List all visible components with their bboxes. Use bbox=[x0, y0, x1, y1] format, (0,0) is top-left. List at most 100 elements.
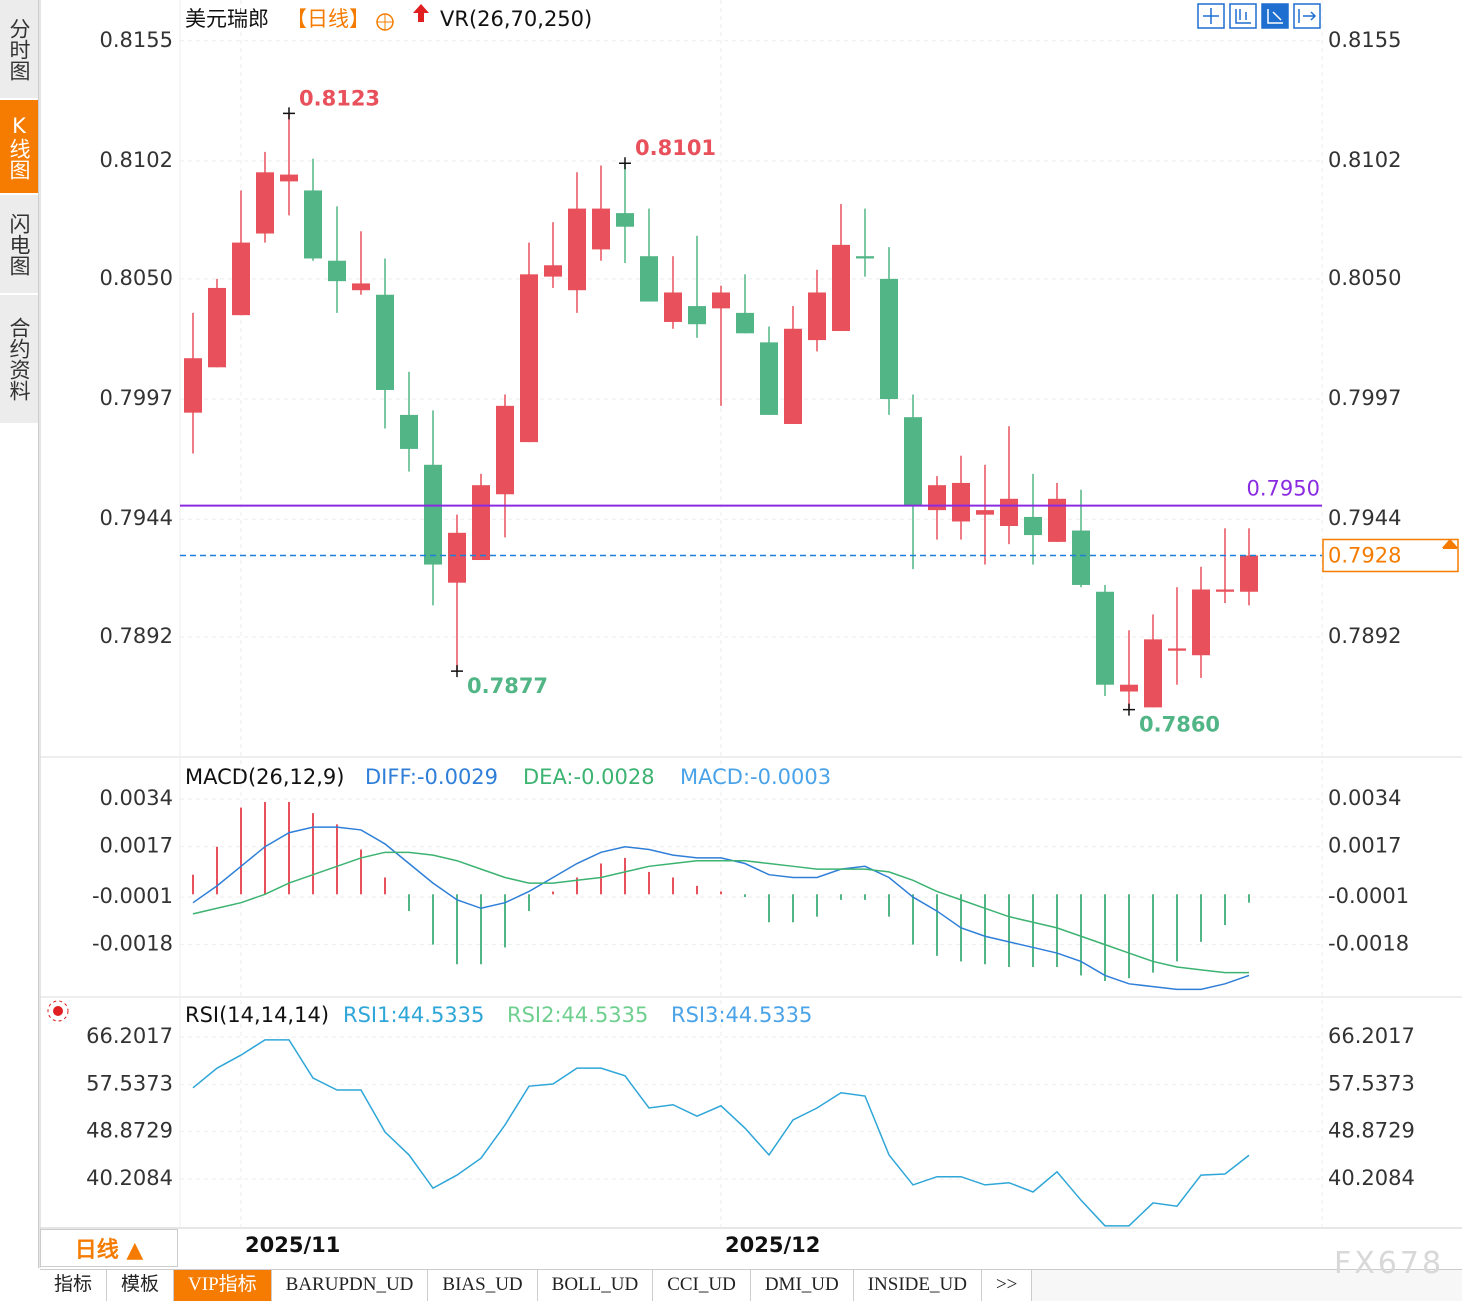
legend-label: RSI3:44.5335 bbox=[671, 1003, 812, 1027]
candle-body bbox=[184, 358, 202, 413]
candle-body bbox=[232, 242, 250, 316]
x-tick-label: 2025/12 bbox=[725, 1233, 820, 1257]
toolbar-glyph bbox=[1235, 9, 1251, 24]
toolbar-button[interactable] bbox=[1293, 3, 1321, 29]
bottom-tab[interactable]: >> bbox=[981, 1270, 1033, 1301]
y-tick-label-right: 0.8050 bbox=[1328, 266, 1401, 290]
y-tick-label-right: 0.8102 bbox=[1328, 148, 1401, 172]
candle-body bbox=[472, 485, 490, 561]
candle-body bbox=[400, 414, 418, 449]
x-tick-label: 2025/11 bbox=[245, 1233, 340, 1257]
chart-title: 美元瑞郎 bbox=[185, 7, 269, 31]
toolbar-button[interactable] bbox=[1197, 3, 1225, 29]
candle-body bbox=[592, 208, 610, 250]
rsi-line bbox=[192, 1039, 1250, 1227]
bottom-tab[interactable]: VIP指标 bbox=[174, 1270, 272, 1301]
indicator-arrow-icon[interactable] bbox=[413, 4, 429, 22]
candle-body bbox=[280, 174, 298, 182]
macd-line bbox=[192, 851, 1249, 974]
candle-body bbox=[1240, 555, 1258, 592]
y-tick-label-right: -0.0001 bbox=[1328, 884, 1409, 908]
bottom-tab[interactable]: BARUPDN_UD bbox=[271, 1270, 429, 1301]
y-tick-label-right: -0.0018 bbox=[1328, 932, 1409, 956]
extreme-label: 0.8123 bbox=[299, 86, 380, 110]
y-tick-label: 0.8155 bbox=[100, 28, 173, 52]
candle-body bbox=[640, 256, 658, 302]
y-tick-label: -0.0018 bbox=[92, 932, 173, 956]
y-tick-label-right: 0.7997 bbox=[1328, 386, 1401, 410]
bottom-tab[interactable]: BIAS_UD bbox=[428, 1270, 538, 1301]
bottom-tab[interactable]: DMI_UD bbox=[750, 1270, 854, 1301]
macd-line bbox=[192, 826, 1250, 991]
indicator-label: VR(26,70,250) bbox=[440, 7, 592, 31]
sidebar-tab[interactable]: K线图 bbox=[0, 100, 38, 195]
candle-body bbox=[856, 256, 874, 259]
rsi-icon[interactable] bbox=[47, 1000, 69, 1022]
y-tick-label: 0.7997 bbox=[100, 386, 173, 410]
candle-body bbox=[928, 485, 946, 511]
horizontal-line-label: 0.7950 bbox=[1247, 477, 1320, 501]
period-label: 【日线】 bbox=[286, 7, 370, 31]
y-tick-label: -0.0001 bbox=[92, 884, 173, 908]
candle-body bbox=[448, 532, 466, 583]
y-tick-label: 0.0017 bbox=[100, 834, 173, 858]
sidebar-tab[interactable]: 分时图 bbox=[0, 0, 38, 100]
candle-body bbox=[664, 292, 682, 322]
legend-label: DIFF:-0.0029 bbox=[365, 765, 498, 789]
legend-label: MACD:-0.0003 bbox=[680, 765, 831, 789]
y-tick-label: 0.0034 bbox=[100, 786, 173, 810]
bottom-tab[interactable]: 模板 bbox=[107, 1270, 175, 1301]
candle-body bbox=[256, 172, 274, 234]
y-tick-label: 0.8102 bbox=[100, 148, 173, 172]
y-tick-label-right: 66.2017 bbox=[1328, 1024, 1415, 1048]
y-tick-label-right: 0.0017 bbox=[1328, 834, 1401, 858]
bottom-tab[interactable]: BOLL_UD bbox=[537, 1270, 654, 1301]
toolbar bbox=[1197, 3, 1321, 29]
candle-body bbox=[352, 283, 370, 291]
y-tick-label-right: 48.8729 bbox=[1328, 1119, 1415, 1143]
y-tick-label: 0.8050 bbox=[100, 266, 173, 290]
rsi-title: RSI(14,14,14) bbox=[185, 1003, 329, 1027]
y-tick-label-right: 0.8155 bbox=[1328, 28, 1401, 52]
candle-body bbox=[568, 208, 586, 291]
candle-body bbox=[1216, 589, 1234, 592]
sidebar-tab[interactable]: 闪电图 bbox=[0, 195, 38, 295]
candle-body bbox=[496, 405, 514, 495]
candle-body bbox=[424, 464, 442, 565]
sidebar-tab[interactable]: 合约资料 bbox=[0, 295, 38, 425]
sidebar: 分时图 K线图 闪电图 合约资料 bbox=[0, 0, 39, 1268]
candle-body bbox=[784, 328, 802, 424]
legend-label: RSI1:44.5335 bbox=[343, 1003, 484, 1027]
toolbar-button[interactable] bbox=[1229, 3, 1257, 29]
bottom-tab[interactable]: 指标 bbox=[40, 1270, 108, 1301]
extreme-label: 0.8101 bbox=[635, 136, 716, 160]
candle-body bbox=[808, 292, 826, 341]
candle-body bbox=[976, 510, 994, 515]
candle-body bbox=[208, 287, 226, 368]
period-button[interactable]: 日线 ▲ bbox=[40, 1229, 178, 1267]
watermark: FX678 bbox=[1334, 1246, 1445, 1281]
toolbar-button[interactable] bbox=[1261, 3, 1289, 29]
candle-body bbox=[616, 213, 634, 227]
y-tick-label: 0.7892 bbox=[100, 624, 173, 648]
candle-body bbox=[760, 342, 778, 415]
candle-body bbox=[904, 417, 922, 506]
settings-icon[interactable] bbox=[376, 13, 394, 31]
toolbar-glyph bbox=[1267, 9, 1283, 24]
extreme-label: 0.7860 bbox=[1139, 713, 1220, 737]
chart: 美元瑞郎 【日线】 VR(26,70,250) MACD(26,12,9) RS… bbox=[39, 0, 1462, 1268]
candle-body bbox=[304, 190, 322, 259]
bottom-tab[interactable]: CCI_UD bbox=[653, 1270, 751, 1301]
y-tick-label-right: 0.0034 bbox=[1328, 786, 1401, 810]
extreme-marker bbox=[283, 107, 295, 120]
candle-body bbox=[544, 265, 562, 277]
legend-label: DEA:-0.0028 bbox=[523, 765, 655, 789]
candle-body bbox=[1048, 498, 1066, 542]
candle-body bbox=[1024, 516, 1042, 536]
candle-body bbox=[1096, 591, 1114, 685]
candle-body bbox=[328, 260, 346, 282]
extreme-label: 0.7877 bbox=[467, 674, 548, 698]
legend-label: RSI2:44.5335 bbox=[507, 1003, 648, 1027]
bottom-tab[interactable]: INSIDE_UD bbox=[853, 1270, 982, 1301]
